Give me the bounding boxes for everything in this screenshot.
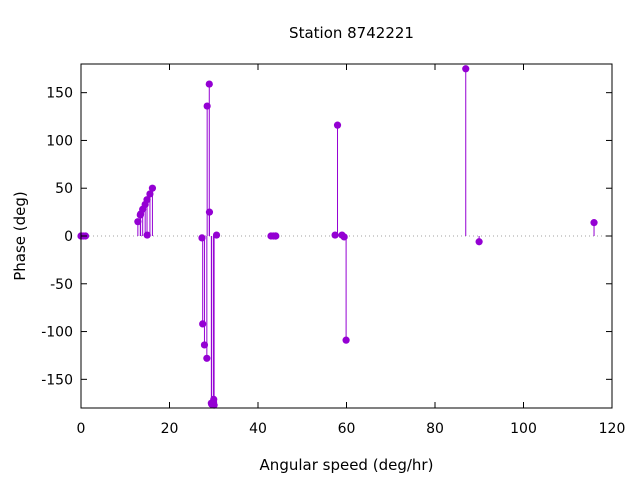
x-tick-label: 120 [599, 421, 626, 437]
x-tick-label: 20 [161, 421, 179, 437]
y-tick-label: 0 [64, 229, 73, 245]
y-tick-label: -100 [41, 325, 73, 341]
data-point [203, 102, 211, 110]
y-tick-label: 150 [46, 86, 73, 102]
x-axis-label: Angular speed (deg/hr) [260, 456, 434, 474]
data-point [199, 320, 207, 328]
data-point [342, 336, 350, 344]
data-point [462, 65, 470, 73]
data-point [475, 238, 483, 246]
data-point [205, 80, 213, 88]
data-point [331, 231, 339, 239]
data-point [212, 231, 221, 239]
x-tick-label: 0 [77, 421, 86, 437]
x-tick-label: 80 [426, 421, 444, 437]
data-point [210, 401, 218, 409]
data-point [210, 395, 218, 403]
axis-ticks: 0 20 40 60 80 100 120 -150 -100 -50 0 50 100 150 [41, 64, 625, 437]
x-tick-label: 40 [249, 421, 267, 437]
data-point [143, 196, 151, 204]
data-point [146, 190, 154, 198]
chart-title: Station 8742221 [289, 24, 414, 42]
x-tick-label: 100 [510, 421, 537, 437]
x-tick-label: 60 [338, 421, 356, 437]
data-point [590, 219, 598, 227]
data-point [143, 231, 151, 239]
y-tick-label: 100 [46, 133, 73, 149]
data-point [148, 184, 157, 192]
data-point [340, 233, 348, 241]
data-point [198, 234, 206, 242]
y-tick-label: -150 [41, 372, 73, 388]
data-point [203, 354, 211, 362]
data-marks [77, 65, 612, 409]
y-tick-label: 50 [55, 181, 73, 197]
data-point [134, 218, 142, 226]
data-point [333, 121, 342, 129]
data-point [272, 232, 280, 240]
data-point [200, 341, 209, 349]
y-tick-label: -50 [50, 277, 73, 293]
data-point [205, 208, 214, 216]
y-axis-label: Phase (deg) [11, 191, 29, 281]
